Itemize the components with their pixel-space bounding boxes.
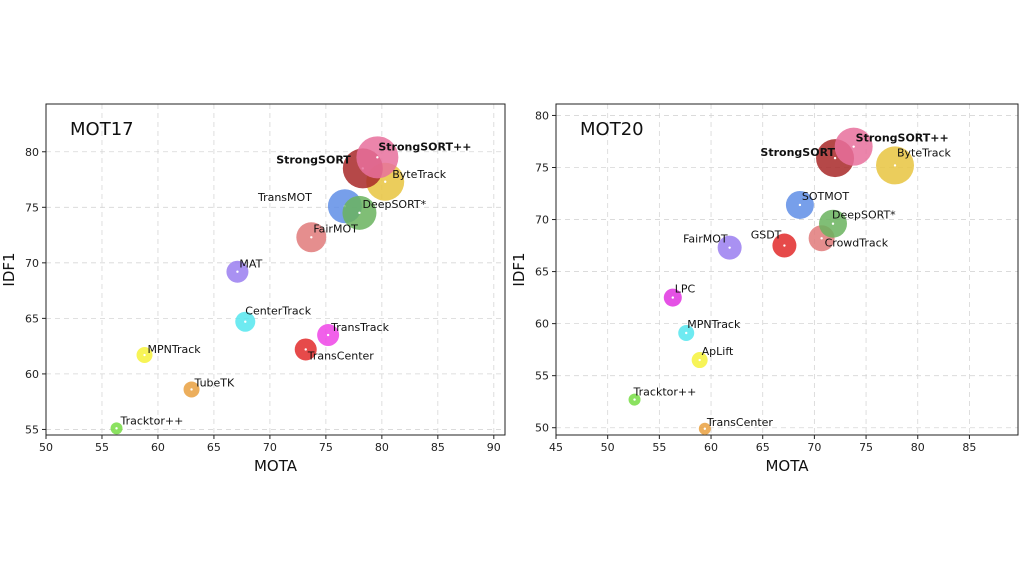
data-label: ApLift: [702, 345, 734, 358]
data-label: TransTrack: [330, 321, 389, 334]
data-point-center: [326, 333, 330, 337]
data-point-center: [358, 211, 361, 215]
data-point-center: [304, 348, 307, 351]
data-label: MAT: [239, 258, 262, 271]
data-label: Tracktor++: [120, 414, 184, 427]
y-tick-label: 60: [535, 318, 549, 331]
y-tick-label: 70: [25, 257, 39, 270]
data-label: ByteTrack: [392, 168, 447, 181]
data-point-center: [798, 203, 802, 207]
x-tick-label: 50: [601, 441, 615, 454]
y-tick-label: 55: [25, 423, 39, 436]
chart-title: MOT17: [70, 119, 134, 140]
y-tick-label: 50: [535, 422, 549, 435]
data-label: LPC: [675, 283, 696, 296]
x-tick-label: 70: [807, 441, 821, 454]
x-tick-label: 80: [375, 441, 389, 454]
chart-panel-mot17: 50 55 60 65 70 75 80 85 90556065707580MOTAIDF1MO…: [0, 103, 506, 475]
x-tick-label: 55: [652, 441, 666, 454]
data-point-center: [833, 156, 837, 160]
data-label: TubeTK: [194, 376, 235, 389]
y-axis-label: IDF1: [0, 252, 18, 286]
x-tick-label: 75: [319, 441, 333, 454]
data-label: MPNTrack: [687, 318, 741, 331]
x-tick-label: 60: [704, 441, 718, 454]
data-label: StrongSORT: [760, 146, 835, 159]
y-tick-label: 70: [535, 214, 549, 227]
chart-panel-mot20: 45 50 55 60 65 70 75 80 8550556065707580MOTAIDF1…: [510, 103, 1019, 475]
data-point-center: [671, 296, 674, 299]
data-point-center: [190, 388, 193, 391]
data-point-center: [376, 156, 379, 159]
x-tick-label: 85: [431, 441, 445, 454]
x-tick-label: 80: [911, 441, 925, 454]
data-point-center: [783, 244, 786, 247]
data-point-center: [236, 270, 239, 273]
data-label: TransCenter: [307, 349, 375, 362]
data-point-center: [698, 358, 701, 362]
y-tick-label: 55: [535, 370, 549, 383]
data-point-center: [143, 353, 146, 357]
data-point-center: [244, 320, 247, 323]
data-point-center: [633, 398, 636, 401]
data-label: TransCenter: [706, 416, 774, 429]
chart-title: MOT20: [580, 119, 644, 140]
x-tick-label: 65: [756, 441, 770, 454]
data-label: Tracktor++: [633, 386, 697, 399]
y-tick-label: 60: [25, 368, 39, 381]
x-tick-label: 70: [263, 441, 277, 454]
data-point-center: [703, 427, 707, 430]
x-tick-label: 55: [95, 441, 109, 454]
data-point-center: [893, 164, 897, 167]
data-point-center: [728, 246, 731, 249]
data-label: FairMOT: [313, 222, 358, 235]
x-tick-label: 75: [859, 441, 873, 454]
y-tick-label: 75: [535, 161, 549, 174]
y-tick-label: 75: [25, 201, 39, 214]
data-label: TransMOT: [257, 191, 312, 204]
y-tick-label: 65: [25, 312, 39, 325]
x-tick-label: 85: [962, 441, 976, 454]
data-point-center: [820, 237, 823, 240]
data-label: FairMOT: [683, 233, 728, 246]
x-axis-label: MOTA: [254, 457, 298, 475]
data-point-center: [115, 427, 118, 430]
x-tick-label: 60: [151, 441, 165, 454]
x-tick-label: 45: [549, 441, 563, 454]
data-label: GSDT: [751, 229, 782, 242]
data-label: CenterTrack: [245, 305, 311, 318]
data-point-center: [852, 145, 855, 148]
y-tick-label: 65: [535, 266, 549, 279]
data-label: StrongSORT++: [856, 132, 949, 145]
data-label: MPNTrack: [148, 343, 202, 356]
data-point-center: [384, 180, 387, 183]
data-label: ByteTrack: [897, 146, 952, 159]
x-tick-label: 65: [207, 441, 221, 454]
x-tick-label: 50: [39, 441, 53, 454]
data-label: StrongSORT: [276, 153, 351, 166]
plot-frame: [45, 103, 506, 436]
data-label: SOTMOT: [802, 190, 850, 203]
data-label: DeepSORT*: [832, 209, 896, 222]
y-tick-label: 80: [25, 146, 39, 159]
y-tick-label: 80: [535, 109, 549, 122]
x-axis-label: MOTA: [765, 457, 809, 475]
x-tick-label: 90: [487, 441, 501, 454]
y-axis-label: IDF1: [510, 252, 528, 286]
plot-frame: [555, 103, 1019, 436]
data-point-center: [831, 222, 835, 225]
data-label: DeepSORT*: [362, 198, 426, 211]
data-label: CrowdTrack: [825, 236, 889, 249]
data-point-center: [310, 236, 313, 239]
data-label: StrongSORT++: [378, 140, 471, 153]
data-point-center: [685, 331, 688, 335]
